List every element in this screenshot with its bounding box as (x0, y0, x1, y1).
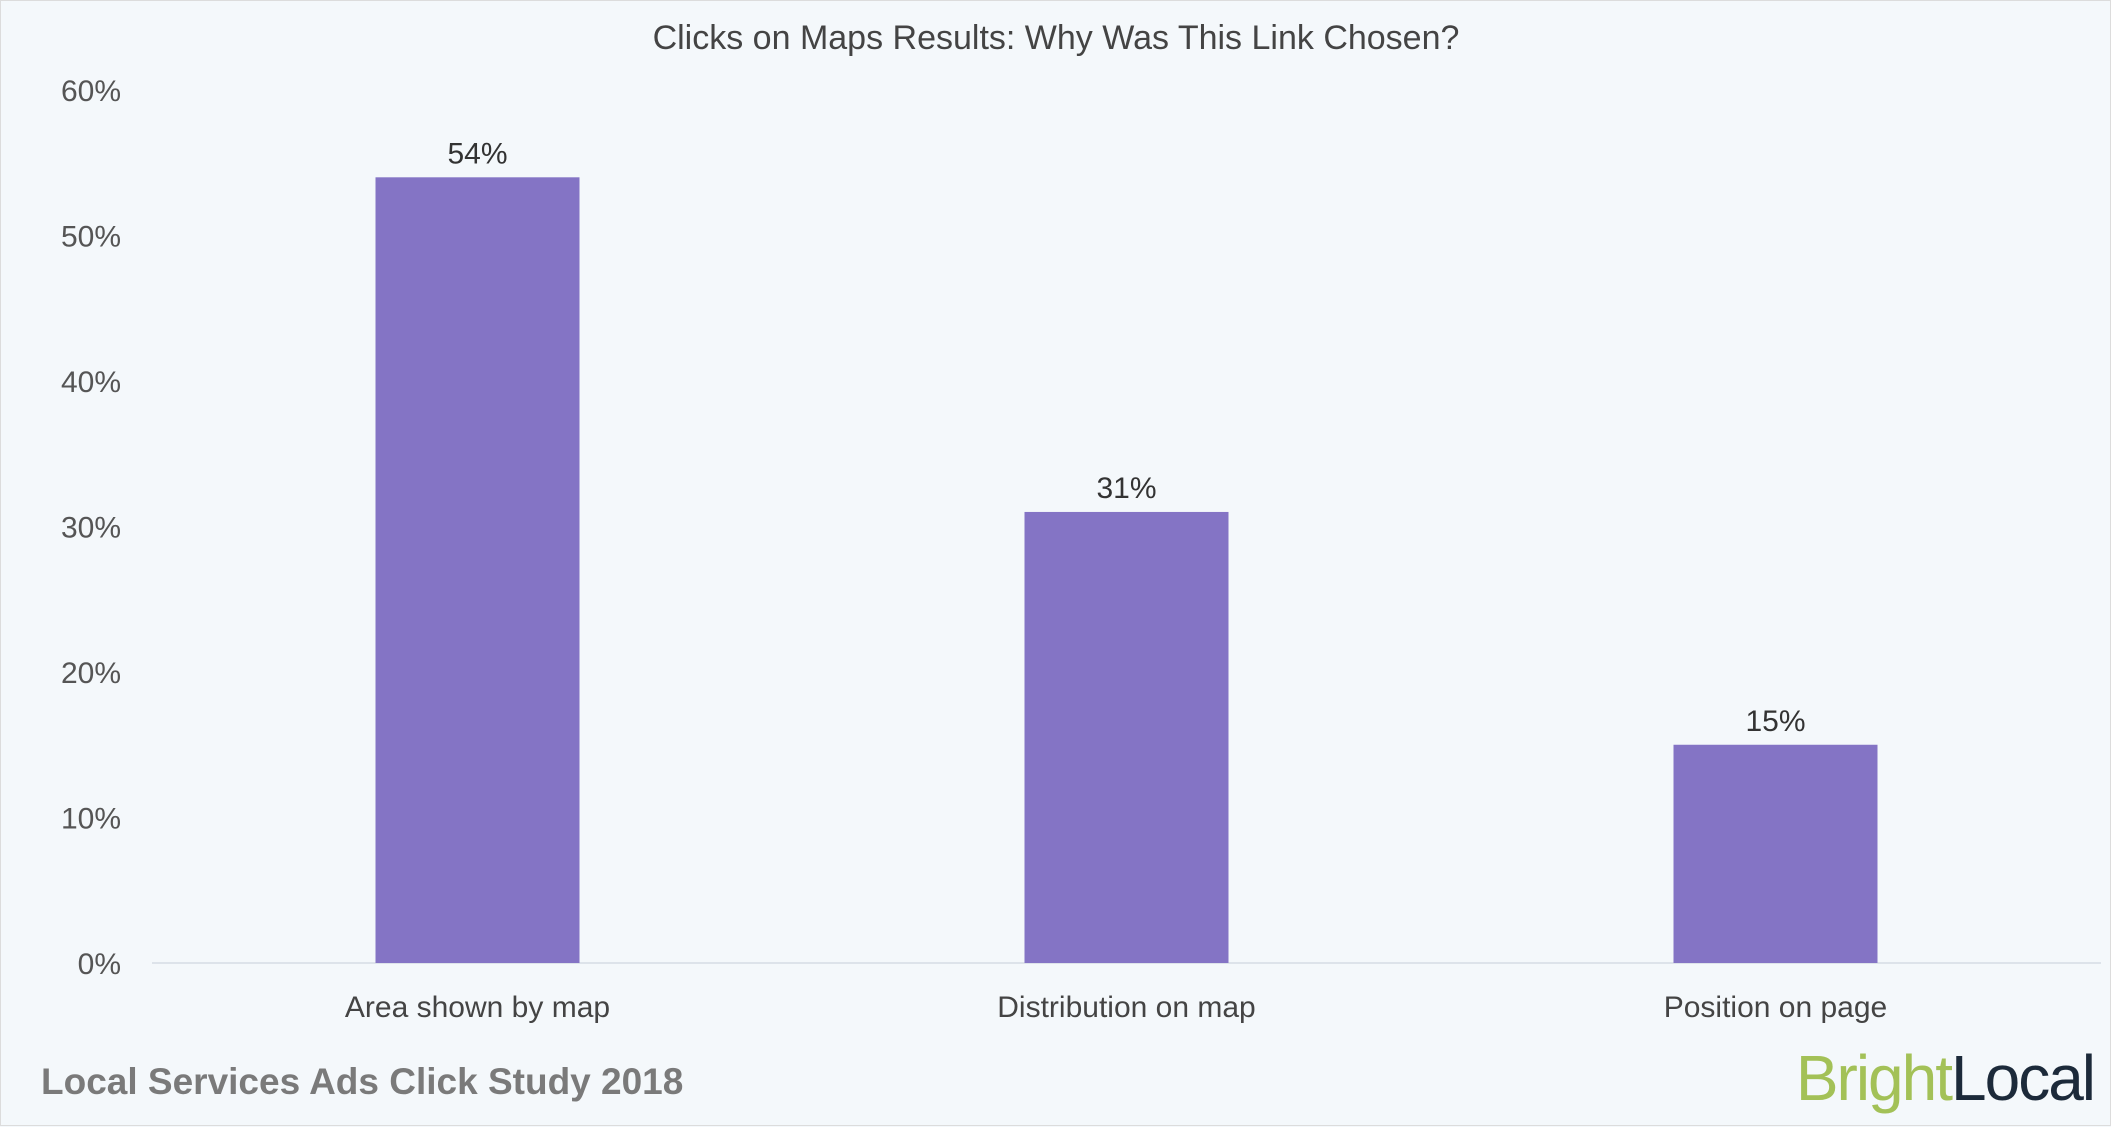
study-footer: Local Services Ads Click Study 2018 (41, 1061, 684, 1102)
logo-bright: Bright (1795, 1042, 1953, 1114)
y-tick-label: 30% (61, 512, 121, 545)
bars: 54% 31% 15% (375, 137, 1878, 964)
x-tick-label: Area shown by map (345, 991, 610, 1024)
logo-local: Local (1951, 1042, 2096, 1114)
y-tick-label: 20% (61, 657, 121, 690)
x-tick-label: Position on page (1664, 991, 1888, 1024)
y-tick-label: 60% (61, 75, 121, 108)
data-label: 15% (1745, 705, 1805, 738)
data-label: 54% (447, 137, 507, 170)
y-tick-label: 40% (61, 366, 121, 399)
y-tick-label: 10% (61, 803, 121, 836)
brightlocal-logo: BrightLocal (1795, 1041, 2096, 1115)
y-tick-label: 0% (78, 948, 121, 981)
y-axis: 0% 10% 20% 30% 40% 50% 60% (61, 75, 121, 981)
bar (375, 177, 580, 964)
chart-title: Clicks on Maps Results: Why Was This Lin… (653, 19, 1460, 57)
bar (1024, 511, 1229, 963)
y-tick-label: 50% (61, 221, 121, 254)
bar (1673, 744, 1878, 963)
x-axis: Area shown by map Distribution on map Posi… (345, 991, 1887, 1024)
data-label: 31% (1096, 472, 1156, 505)
x-tick-label: Distribution on map (997, 991, 1255, 1024)
